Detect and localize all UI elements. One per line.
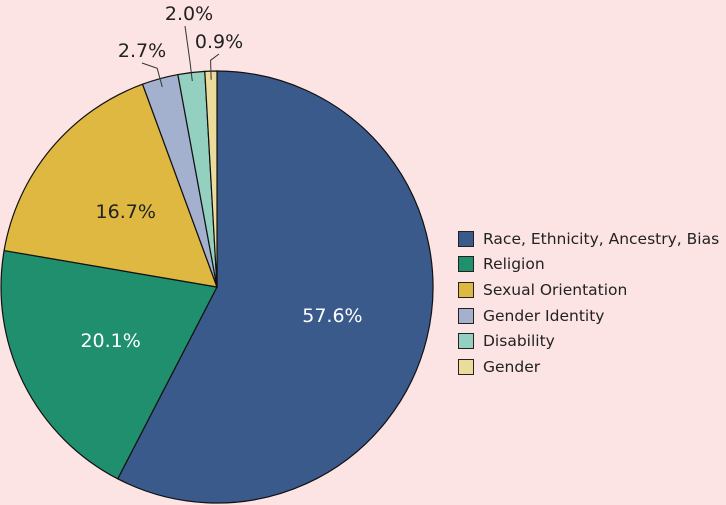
legend-label: Race, Ethnicity, Ancestry, Bias xyxy=(483,229,720,248)
legend-label: Gender Identity xyxy=(483,306,605,325)
legend-label: Sexual Orientation xyxy=(483,280,628,299)
legend-label: Disability xyxy=(483,332,555,351)
data-label: 16.7% xyxy=(96,201,156,223)
legend-item: Race, Ethnicity, Ancestry, Bias xyxy=(458,226,719,252)
leader-line xyxy=(141,62,163,88)
data-label: 0.9% xyxy=(195,31,243,53)
legend-swatch xyxy=(458,307,474,324)
pie-slice xyxy=(116,70,434,504)
data-label: 57.6% xyxy=(302,305,362,327)
legend-item: Disability xyxy=(458,328,719,354)
leader-line xyxy=(210,53,220,80)
leader-line xyxy=(184,25,193,82)
pie-slice xyxy=(3,83,218,288)
legend-label: Religion xyxy=(483,255,545,274)
legend: Race, Ethnicity, Ancestry, Bias Religion… xyxy=(458,226,719,380)
pie-slice xyxy=(0,249,218,480)
legend-label: Gender xyxy=(483,357,541,376)
legend-swatch xyxy=(458,256,474,273)
legend-item: Gender xyxy=(458,354,719,380)
data-label: 2.0% xyxy=(165,3,213,25)
legend-item: Religion xyxy=(458,252,719,278)
legend-swatch xyxy=(458,358,474,375)
data-label: 2.7% xyxy=(118,40,166,62)
legend-item: Gender Identity xyxy=(458,303,719,329)
data-label: 20.1% xyxy=(80,330,140,352)
legend-swatch xyxy=(458,281,474,298)
legend-swatch xyxy=(458,230,474,247)
legend-item: Sexual Orientation xyxy=(458,277,719,303)
legend-swatch xyxy=(458,333,474,350)
